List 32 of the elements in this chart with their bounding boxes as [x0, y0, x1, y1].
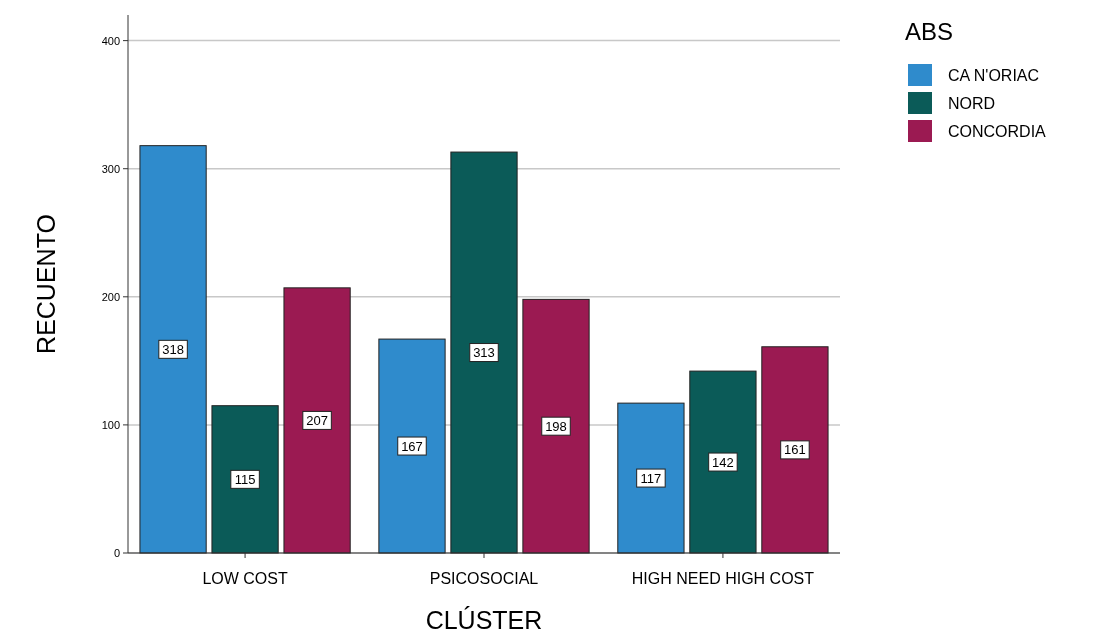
y-tick-label: 400: [101, 34, 120, 47]
y-tick-label: 200: [101, 290, 120, 303]
bar: [450, 151, 518, 554]
legend-title: ABS: [905, 18, 954, 45]
bar: [283, 287, 351, 554]
legend-label: CA N'ORIAC: [948, 67, 1040, 84]
legend-label: CONCORDIA: [948, 123, 1047, 140]
data-label: 161: [784, 442, 806, 458]
data-label: 167: [401, 438, 423, 454]
data-label: 313: [473, 345, 495, 361]
x-axis-title: CLÚSTER: [425, 606, 543, 634]
bar: [211, 405, 279, 554]
data-label: 207: [306, 412, 328, 428]
bar: [139, 145, 207, 554]
bar: [617, 402, 685, 554]
legend-label: NORD: [948, 95, 996, 112]
y-axis-title: RECUENTO: [32, 214, 60, 354]
x-tick-label: LOW COST: [202, 570, 288, 587]
bar: [522, 298, 590, 554]
y-tick-label: 100: [101, 418, 120, 431]
bar: [378, 338, 446, 554]
data-label: 115: [234, 471, 256, 487]
bar: [761, 346, 829, 554]
x-tick-label: HIGH NEED HIGH COST: [631, 570, 815, 587]
y-tick-label: 0: [113, 547, 120, 559]
data-label: 142: [712, 454, 734, 470]
data-label: 318: [162, 341, 184, 357]
y-tick-label: 300: [101, 162, 120, 175]
bar: [689, 370, 757, 554]
x-tick-label: PSICOSOCIAL: [429, 570, 539, 587]
data-label: 198: [545, 418, 567, 434]
data-label: 117: [640, 470, 662, 486]
